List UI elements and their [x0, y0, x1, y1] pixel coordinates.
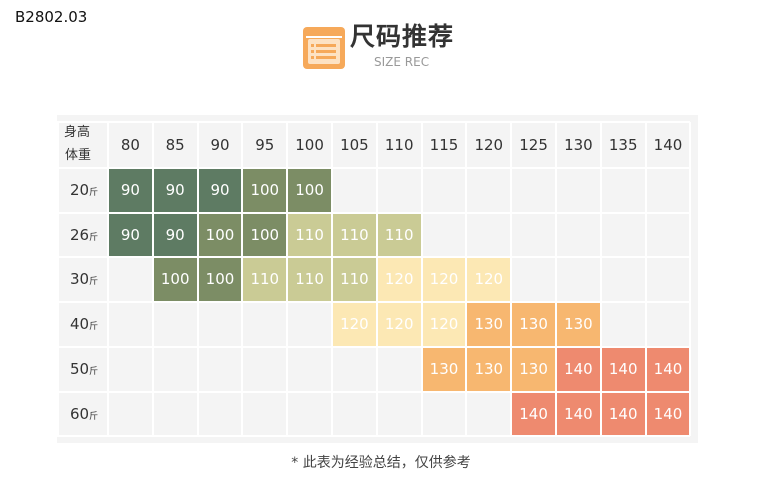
size-cell: 120: [376, 302, 422, 347]
grid-line: [57, 256, 691, 259]
grid-line: [241, 122, 244, 437]
grid-line: [510, 122, 513, 437]
grid-line: [196, 122, 199, 437]
size-cell: 110: [332, 257, 377, 303]
size-cell: 90: [152, 212, 198, 258]
size-cell: 120: [421, 302, 467, 347]
size-cell: 140: [645, 346, 691, 392]
grid-line: [331, 122, 333, 437]
size-cell: 100: [197, 257, 243, 303]
weight-unit: 斤: [89, 322, 99, 333]
size-cell: 100: [152, 257, 198, 303]
height-header: 140: [653, 136, 683, 154]
grid-line: [57, 167, 691, 169]
grid-line: [107, 122, 109, 437]
size-cell: 130: [556, 302, 601, 347]
height-header: 95: [255, 136, 275, 154]
size-cell: 110: [242, 257, 288, 303]
grid-line: [57, 390, 691, 393]
page-subtitle: SIZE REC: [374, 55, 430, 69]
size-cell: 100: [242, 168, 288, 213]
height-header: 130: [564, 136, 593, 154]
size-cell: 130: [466, 302, 512, 347]
weight-row-label: 50斤: [70, 359, 99, 378]
grid-line: [57, 211, 691, 214]
size-cell: 140: [511, 391, 556, 437]
size-cell: 120: [466, 257, 512, 303]
grid-line: [57, 435, 691, 438]
grid-line: [599, 122, 602, 437]
weight-unit: 斤: [89, 232, 99, 243]
size-cell: 110: [287, 257, 332, 303]
weight-row-label: 40斤: [70, 315, 99, 334]
product-code: B2802.03: [15, 8, 88, 26]
size-cell: 130: [511, 302, 556, 347]
weight-unit: 斤: [89, 188, 99, 198]
height-label: 身高: [64, 125, 91, 140]
weight-unit: 斤: [89, 366, 99, 377]
grid-line: [420, 122, 423, 437]
size-cell: 90: [108, 212, 153, 258]
height-header: 90: [210, 136, 230, 154]
grid-line: [57, 122, 59, 437]
size-cell: 120: [332, 302, 377, 347]
size-chart-icon: [303, 27, 345, 69]
height-header: 80: [120, 136, 140, 154]
size-cell: 110: [287, 212, 332, 258]
grid-line: [555, 122, 557, 437]
size-cell: 110: [376, 212, 422, 258]
size-cell: 130: [421, 346, 467, 392]
size-cell: 140: [556, 391, 601, 437]
grid-line: [644, 122, 647, 437]
grid-line: [151, 122, 154, 437]
weight-row-label: 26斤: [70, 225, 99, 244]
size-cell: 130: [466, 346, 512, 392]
height-header: 100: [295, 136, 324, 154]
grid-line: [286, 122, 289, 437]
size-cell: 90: [108, 168, 153, 213]
size-cell: 100: [197, 212, 243, 258]
height-header: 135: [608, 136, 638, 154]
size-cell: 100: [242, 212, 288, 258]
size-cell: 120: [376, 257, 422, 303]
weight-unit: 斤: [89, 411, 99, 422]
size-cell: 90: [152, 168, 198, 213]
height-header: 85: [165, 136, 185, 154]
size-cell: 140: [556, 346, 601, 392]
grid-line: [375, 122, 378, 437]
disclaimer-note: * 此表为经验总结，仅供参考: [291, 455, 471, 471]
grid-line: [465, 122, 468, 437]
height-header: 115: [429, 136, 459, 154]
grid-line: [57, 345, 691, 348]
size-cell: 140: [645, 391, 691, 437]
weight-row-label: 20斤: [70, 181, 99, 199]
weight-row-label: 30斤: [70, 270, 99, 289]
size-cell: 140: [600, 391, 646, 437]
size-cell: 110: [332, 212, 377, 258]
grid-line: [689, 122, 692, 437]
size-cell: 100: [287, 168, 332, 213]
grid-line: [57, 301, 691, 304]
size-cell: 120: [421, 257, 467, 303]
size-cell: 140: [600, 346, 646, 392]
height-header: 120: [474, 136, 504, 154]
size-cell: 130: [511, 346, 556, 392]
weight-row-label: 60斤: [70, 404, 99, 423]
size-cell: 90: [197, 168, 243, 213]
weight-label: 体重: [65, 148, 92, 163]
page-title: 尺码推荐: [350, 22, 455, 51]
weight-unit: 斤: [89, 277, 99, 288]
height-header: 110: [384, 136, 414, 154]
grid-line: [57, 121, 691, 123]
height-header: 125: [519, 136, 548, 154]
height-header: 105: [340, 136, 369, 154]
